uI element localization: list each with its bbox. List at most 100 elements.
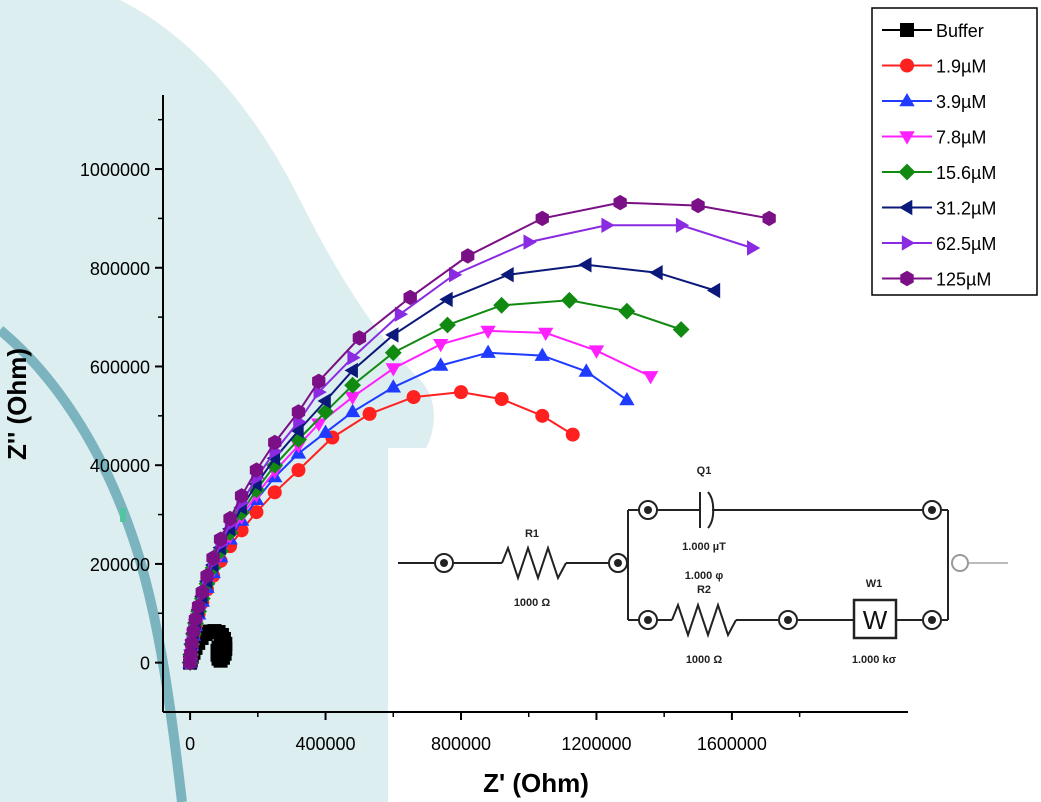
data-point xyxy=(267,485,282,500)
data-point xyxy=(362,406,377,421)
data-point xyxy=(480,344,496,358)
w1-value: 1.000 kσ xyxy=(852,654,897,666)
legend-marker xyxy=(900,58,914,73)
data-point xyxy=(406,390,421,405)
x-tick-label: 800000 xyxy=(431,734,491,754)
data-point xyxy=(344,403,361,418)
legend-marker xyxy=(900,270,914,287)
q1-value-2: 1.000 φ xyxy=(685,570,724,582)
data-point xyxy=(184,646,198,662)
circuit-background xyxy=(388,448,1041,700)
data-point xyxy=(200,568,214,584)
x-tick-label: 400000 xyxy=(296,734,356,754)
data-point xyxy=(588,345,605,359)
legend-item: 3.9µM xyxy=(882,92,986,112)
data-point xyxy=(439,291,453,308)
legend-label: 125µM xyxy=(936,270,991,290)
data-point xyxy=(385,327,399,343)
legend-label: Buffer xyxy=(936,21,984,41)
data-point xyxy=(223,510,237,527)
data-point xyxy=(461,248,475,264)
data-point xyxy=(313,384,327,400)
legend-marker xyxy=(899,199,913,216)
warburg-w1 xyxy=(852,598,898,640)
data-point xyxy=(613,194,627,211)
data-point xyxy=(195,584,209,600)
y-tick-label: 600000 xyxy=(90,357,150,377)
x-tick-label: 1200000 xyxy=(561,734,631,754)
data-point xyxy=(385,379,401,393)
data-point xyxy=(290,431,307,448)
axes: 0 400000 800000 1200000 1600000 0 200000 40000… xyxy=(80,95,908,754)
data-point xyxy=(762,210,776,227)
y-tick-label: 0 xyxy=(140,654,150,674)
x-tick-label: 1600000 xyxy=(697,734,767,754)
r2-name: R2 xyxy=(697,584,711,596)
legend-marker xyxy=(899,131,915,145)
data-point xyxy=(186,623,201,639)
data-point xyxy=(523,234,537,250)
legend-label: 1.9µM xyxy=(936,57,986,77)
data-point xyxy=(454,385,468,400)
y-ticks: 0 200000 400000 600000 800000 1000000 xyxy=(80,118,163,674)
data-point xyxy=(433,339,449,353)
data-point xyxy=(213,531,228,547)
data-point xyxy=(385,363,401,377)
legend-item: Buffer xyxy=(882,21,984,41)
warburg-symbol: W xyxy=(863,605,888,635)
node-dot xyxy=(928,616,936,624)
legend-item: 7.8µM xyxy=(882,128,986,148)
data-point xyxy=(291,404,306,420)
data-point xyxy=(538,327,554,341)
legend-item: 15.6µM xyxy=(882,163,996,183)
node-dot xyxy=(614,559,622,567)
data-point xyxy=(578,363,594,377)
data-point xyxy=(578,257,592,273)
data-point xyxy=(619,392,635,406)
resistor-r1 xyxy=(501,544,567,582)
equivalent-circuit-inset: W R1 1000 Ω Q1 1.000 µT 1.000 φ R2 1000 … xyxy=(388,448,1041,700)
data-point xyxy=(215,637,230,652)
legend-marker xyxy=(898,163,916,181)
data-point xyxy=(317,393,331,409)
legend-label: 31.2µM xyxy=(936,199,996,219)
legend-box xyxy=(871,7,1038,296)
node-dot xyxy=(644,616,652,624)
x-tick-label: 0 xyxy=(185,734,195,754)
data-point xyxy=(347,349,361,366)
data-point xyxy=(352,330,367,346)
cpe-q1 xyxy=(699,491,715,529)
data-point xyxy=(403,289,417,306)
legend-item: 125µM xyxy=(882,270,991,290)
data-point xyxy=(691,197,705,214)
legend-item: 31.2µM xyxy=(882,199,996,219)
data-point xyxy=(344,376,361,394)
data-point xyxy=(268,434,282,451)
data-point xyxy=(344,362,358,379)
y-tick-label: 200000 xyxy=(90,555,150,575)
legend-items: Buffer 1.9µM 3.9µM 7.8µM 15.6µM 31.2µM 62.5µM 1… xyxy=(882,21,996,290)
q1-name: Q1 xyxy=(697,465,712,477)
data-point xyxy=(672,321,690,338)
x-axis-title: Z' (Ohm) xyxy=(483,768,589,798)
data-point xyxy=(642,371,659,385)
node-dot xyxy=(440,559,448,567)
data-point xyxy=(535,210,549,227)
data-point xyxy=(191,598,206,615)
node-dot xyxy=(644,506,652,514)
circuit-nodes xyxy=(434,500,969,630)
resistor-r2 xyxy=(671,601,737,639)
legend-label: 7.8µM xyxy=(936,128,986,148)
data-point xyxy=(234,488,249,504)
data-point xyxy=(493,296,510,314)
q1-value-1: 1.000 µT xyxy=(682,541,726,553)
data-point xyxy=(290,422,304,439)
data-point xyxy=(601,217,615,233)
data-point xyxy=(706,282,721,299)
data-point xyxy=(449,267,463,283)
legend-label: 3.9µM xyxy=(936,92,986,112)
legend: Buffer 1.9µM 3.9µM 7.8µM 15.6µM 31.2µM 62.5µM 1… xyxy=(871,7,1038,296)
w1-name: W1 xyxy=(866,578,883,590)
legend-item: 62.5µM xyxy=(882,234,996,254)
